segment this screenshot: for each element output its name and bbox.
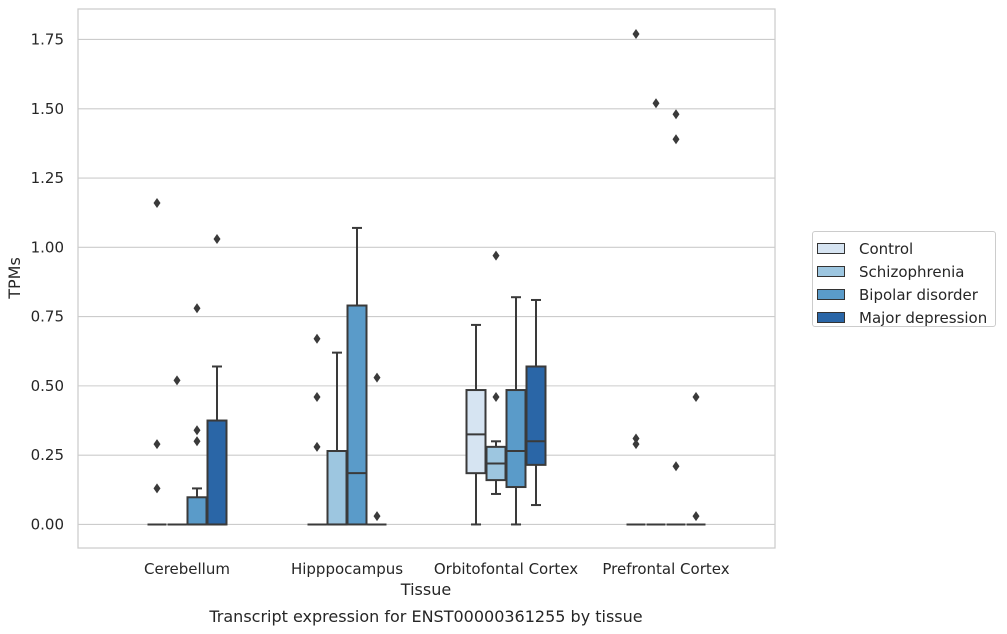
y-tick-label: 0.50 bbox=[31, 377, 64, 395]
legend-item: Bipolar disorder bbox=[817, 283, 995, 306]
outlier-point bbox=[373, 511, 381, 522]
y-tick-label: 0.00 bbox=[31, 515, 64, 533]
outlier-point bbox=[632, 28, 640, 39]
legend-item: Schizophrenia bbox=[817, 260, 995, 283]
y-tick-label: 1.00 bbox=[31, 238, 64, 256]
box-iqr bbox=[525, 365, 547, 466]
box-2-1 bbox=[485, 440, 507, 495]
box-iqr bbox=[326, 450, 348, 526]
legend-item: Control bbox=[817, 237, 995, 260]
outlier-point bbox=[672, 134, 680, 145]
outlier-points bbox=[153, 28, 700, 522]
outlier-point bbox=[672, 109, 680, 120]
box-0-3 bbox=[206, 365, 228, 526]
x-tick-label: Orbitofontal Cortex bbox=[434, 560, 578, 578]
box-2-0 bbox=[465, 323, 487, 526]
outlier-point bbox=[193, 425, 201, 436]
y-tick-labels: 0.00 0.25 0.50 0.75 1.00 1.25 1.50 1.75 bbox=[31, 30, 64, 533]
x-axis-label: Tissue bbox=[400, 580, 451, 599]
outlier-point bbox=[492, 391, 500, 402]
box-iqr bbox=[505, 389, 527, 489]
legend-label: Bipolar disorder bbox=[859, 285, 978, 304]
gridlines bbox=[78, 38, 775, 525]
legend-label: Schizophrenia bbox=[859, 262, 965, 281]
outlier-point bbox=[652, 98, 660, 109]
outlier-point bbox=[692, 391, 700, 402]
y-axis-label: TPMs bbox=[5, 257, 24, 300]
outlier-point bbox=[632, 439, 640, 450]
boxes bbox=[147, 226, 706, 526]
legend-swatch bbox=[817, 289, 845, 300]
x-tick-label: Hipppocampus bbox=[291, 560, 403, 578]
outlier-point bbox=[153, 439, 161, 450]
y-tick-label: 0.25 bbox=[31, 446, 64, 464]
legend-swatch bbox=[817, 312, 845, 323]
x-tick-labels: Cerebellum Hipppocampus Orbitofontal Corte… bbox=[144, 560, 730, 578]
legend-label: Control bbox=[859, 239, 914, 258]
box-iqr bbox=[465, 389, 487, 475]
outlier-point bbox=[153, 483, 161, 494]
box-2-3 bbox=[525, 298, 547, 507]
box-iqr bbox=[346, 304, 368, 526]
box-iqr bbox=[186, 496, 208, 526]
outlier-point bbox=[313, 333, 321, 344]
box-0-2 bbox=[186, 487, 208, 526]
x-tick-label: Prefrontal Cortex bbox=[602, 560, 729, 578]
outlier-point bbox=[313, 391, 321, 402]
box-1-1 bbox=[326, 351, 348, 526]
outlier-point bbox=[313, 441, 321, 452]
legend: Control Schizophrenia Bipolar disorder Majo… bbox=[812, 231, 996, 327]
y-tick-label: 1.25 bbox=[31, 169, 64, 187]
plot-frame bbox=[77, 8, 776, 549]
chart-caption: Transcript expression for ENST0000036125… bbox=[208, 607, 642, 626]
outlier-point bbox=[373, 372, 381, 383]
outlier-point bbox=[213, 234, 221, 245]
outlier-point bbox=[492, 250, 500, 261]
legend-item: Major depression bbox=[817, 306, 995, 329]
outlier-point bbox=[632, 433, 640, 444]
outlier-point bbox=[672, 461, 680, 472]
y-tick-label: 1.75 bbox=[31, 30, 64, 48]
legend-swatch bbox=[817, 243, 845, 254]
legend-swatch bbox=[817, 266, 845, 277]
outlier-point bbox=[193, 436, 201, 447]
outlier-point bbox=[193, 303, 201, 314]
y-tick-label: 1.50 bbox=[31, 100, 64, 118]
legend-label: Major depression bbox=[859, 308, 988, 327]
box-1-2 bbox=[346, 226, 368, 526]
y-tick-label: 0.75 bbox=[31, 308, 64, 326]
x-tick-label: Cerebellum bbox=[144, 560, 230, 578]
outlier-point bbox=[173, 375, 181, 386]
outlier-point bbox=[692, 511, 700, 522]
box-2-2 bbox=[505, 296, 527, 526]
outlier-point bbox=[153, 197, 161, 208]
box-iqr bbox=[206, 419, 228, 526]
